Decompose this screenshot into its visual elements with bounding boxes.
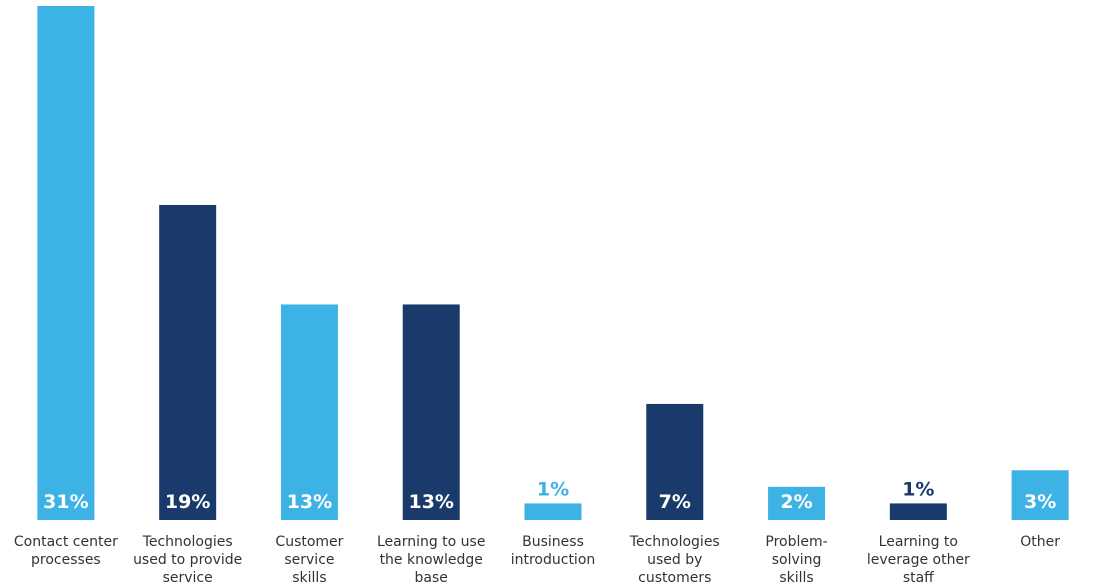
- value-label: 1%: [537, 478, 569, 500]
- bar: [1011, 470, 1069, 520]
- bar: [280, 304, 338, 520]
- x-tick-label: Other: [1020, 534, 1060, 550]
- value-label: 7%: [659, 491, 691, 513]
- bar: [402, 304, 460, 520]
- value-label: 13%: [287, 491, 332, 513]
- value-label: 3%: [1024, 491, 1056, 513]
- value-label: 31%: [43, 491, 88, 513]
- x-tick-label: Customer service skills: [275, 534, 343, 586]
- x-tick-label: Problem-solving skills: [765, 534, 827, 586]
- x-tick-label: Contact center processes: [14, 534, 118, 568]
- bar: [37, 6, 95, 520]
- x-tick-label: Business introduction: [511, 534, 596, 568]
- bar: [768, 486, 826, 520]
- x-tick-label: Technologies used by customers: [629, 534, 720, 586]
- x-tick-label: Technologies used to provide service: [133, 534, 242, 586]
- value-label: 13%: [408, 491, 453, 513]
- value-label: 19%: [165, 491, 210, 513]
- x-tick-label: Learning to use the knowledge base: [377, 534, 486, 586]
- value-label: 2%: [780, 491, 812, 513]
- bar: [159, 204, 217, 520]
- bar: [646, 403, 704, 520]
- x-tick-label: Learning to leverage other staff: [867, 534, 970, 586]
- value-label: 1%: [902, 478, 934, 500]
- bar: [524, 503, 582, 520]
- bar: [889, 503, 947, 520]
